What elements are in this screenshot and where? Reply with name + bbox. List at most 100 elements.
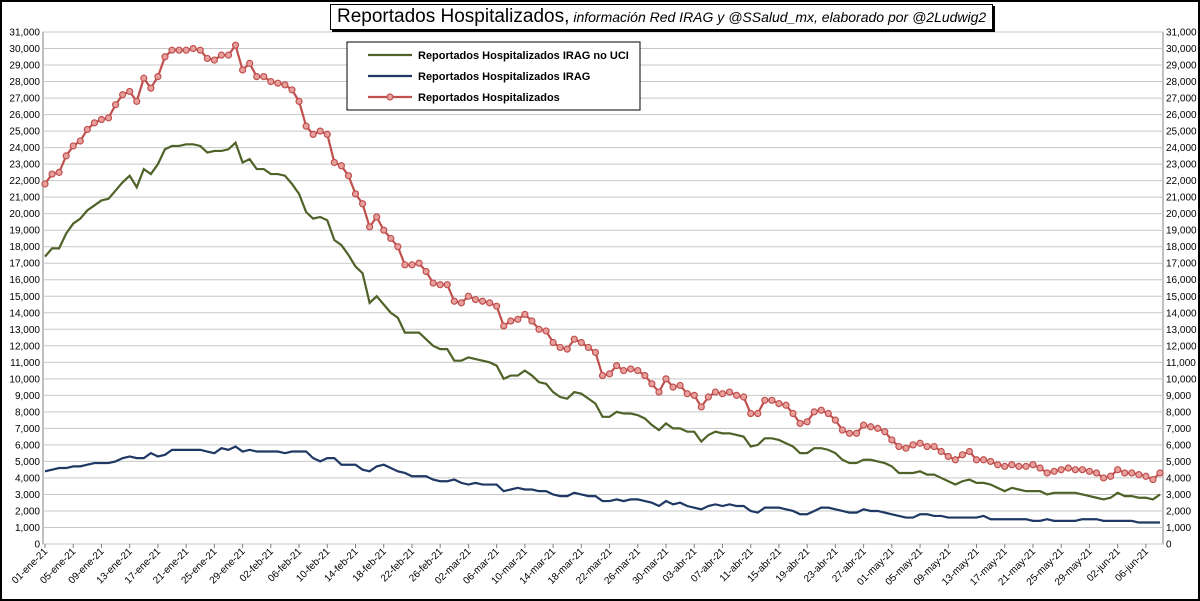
point-marker [789, 409, 797, 418]
point-marker [182, 46, 190, 54]
point-marker [902, 444, 910, 452]
y-tick-label: 8,000 [15, 407, 40, 418]
point-marker [1114, 466, 1122, 474]
point-marker [895, 442, 903, 451]
point-marker [669, 383, 677, 391]
y-tick-label: 19,000 [9, 226, 40, 237]
point-marker [422, 267, 430, 276]
point-marker [768, 396, 776, 404]
point-marker [563, 345, 571, 353]
point-marker [104, 114, 113, 122]
point-marker [542, 327, 550, 335]
point-marker [175, 46, 183, 54]
point-marker [690, 391, 698, 399]
point-marker [457, 299, 465, 307]
point-marker [1078, 466, 1086, 474]
series-line [44, 140, 1161, 501]
point-marker [605, 370, 614, 378]
y-tick-label: 17,000 [9, 259, 40, 270]
point-marker [598, 371, 607, 380]
point-marker [958, 451, 967, 459]
y-tick-label: 0 [34, 540, 40, 551]
point-marker [507, 317, 515, 325]
point-marker [923, 442, 931, 451]
point-marker [972, 456, 981, 464]
point-marker [436, 281, 444, 289]
y2-tick-label: 21,000 [1166, 193, 1197, 204]
y-tick-label: 10,000 [9, 374, 40, 385]
point-marker [881, 428, 889, 436]
y-tick-label: 20,000 [9, 209, 40, 220]
point-marker [203, 54, 211, 63]
point-marker [909, 441, 917, 449]
point-marker [217, 51, 226, 59]
y2-tick-label: 0 [1166, 540, 1172, 551]
y-tick-label: 5,000 [15, 457, 40, 468]
y2-tick-label: 24,000 [1166, 143, 1197, 154]
y2-tick-label: 8,000 [1166, 407, 1191, 418]
point-marker [711, 388, 720, 396]
point-marker [1064, 464, 1072, 472]
point-marker [330, 158, 338, 167]
y2-tick-label: 30,000 [1166, 44, 1197, 55]
y2-tick-label: 25,000 [1166, 127, 1197, 138]
y2-tick-label: 17,000 [1166, 259, 1197, 270]
y-tick-label: 9,000 [15, 391, 40, 402]
point-marker [196, 46, 204, 54]
y2-tick-label: 13,000 [1166, 325, 1197, 336]
y2-tick-label: 23,000 [1166, 160, 1197, 171]
point-marker [803, 418, 811, 426]
point-marker [380, 226, 388, 234]
y2-tick-label: 29,000 [1166, 61, 1197, 72]
point-marker [584, 343, 592, 352]
y2-tick-label: 12,000 [1166, 341, 1197, 352]
point-marker [62, 152, 70, 160]
point-marker [1057, 466, 1065, 474]
point-marker [351, 190, 360, 198]
point-marker [930, 442, 938, 451]
legend-label: Reportados Hospitalizados IRAG no UCI [418, 50, 629, 62]
point-marker [1008, 461, 1016, 469]
point-marker [1156, 469, 1164, 477]
point-marker [662, 375, 670, 383]
point-marker [246, 59, 254, 67]
point-marker [111, 101, 120, 109]
y2-tick-label: 14,000 [1166, 308, 1197, 319]
point-marker [627, 365, 635, 373]
point-marker [387, 234, 395, 243]
point-marker [48, 170, 56, 178]
y2-tick-label: 31,000 [1166, 28, 1197, 39]
y2-tick-label: 1,000 [1166, 523, 1191, 534]
y-tick-label: 16,000 [9, 275, 40, 286]
point-marker [260, 72, 268, 81]
y2-tick-label: 28,000 [1166, 77, 1197, 88]
point-marker [493, 302, 501, 310]
point-marker [274, 79, 282, 87]
point-marker [521, 310, 529, 319]
point-marker [1121, 469, 1129, 477]
point-marker [281, 81, 289, 89]
point-marker [323, 130, 331, 138]
point-marker [514, 315, 522, 323]
point-marker [824, 409, 832, 418]
y-tick-label: 18,000 [9, 242, 40, 253]
y-tick-label: 14,000 [9, 308, 40, 319]
point-marker [288, 86, 296, 94]
point-marker [874, 424, 882, 432]
point-marker [1036, 464, 1044, 472]
chart-subtitle: información Red IRAG y @SSalud_mx, elabo… [573, 9, 987, 25]
point-marker [401, 261, 409, 269]
point-marker [337, 162, 345, 170]
point-marker [620, 366, 628, 375]
point-marker [1071, 466, 1079, 474]
y-tick-label: 3,000 [15, 490, 40, 501]
point-marker [464, 292, 473, 300]
point-marker [965, 447, 974, 456]
point-marker [231, 41, 240, 49]
point-marker [1085, 467, 1094, 475]
point-marker [838, 426, 847, 434]
point-marker [450, 297, 458, 305]
point-marker [796, 419, 804, 428]
point-marker [1099, 474, 1108, 482]
